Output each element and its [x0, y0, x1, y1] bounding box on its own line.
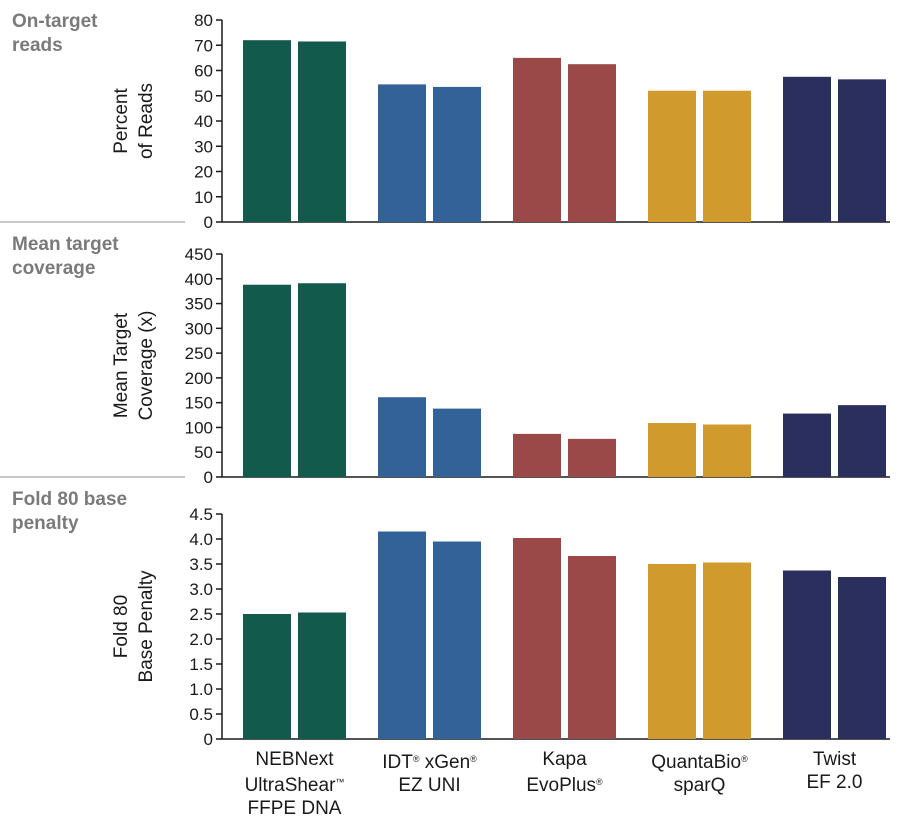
bar	[433, 86, 481, 222]
category-label-text: IDT	[382, 752, 413, 773]
y-tick-label: 10	[194, 188, 213, 207]
bar	[513, 433, 561, 477]
y-axis-label: Mean Target	[111, 312, 132, 418]
y-tick-label: 200	[185, 369, 213, 388]
bar	[433, 408, 481, 477]
bar	[378, 84, 426, 222]
panel-2-title: Mean target coverage	[12, 234, 119, 279]
y-tick-label: 30	[194, 137, 213, 156]
y-axis-label: Base Penalty	[136, 570, 157, 682]
bar	[648, 564, 696, 739]
y-tick-label: 150	[185, 394, 213, 413]
category-label-mark: ®	[412, 754, 420, 764]
category-label-mark: ®	[470, 754, 477, 764]
y-tick-label: 2.0	[189, 630, 213, 649]
category-label: Twist EF 2.0	[760, 748, 910, 794]
bar	[783, 413, 831, 477]
y-tick-label: 450	[185, 245, 213, 264]
panel-1-title: On-target reads	[12, 11, 98, 56]
bar	[513, 538, 561, 739]
bar	[568, 64, 616, 222]
y-tick-label: 40	[194, 112, 213, 131]
y-tick-label: 400	[185, 270, 213, 289]
y-tick-label: 60	[194, 62, 213, 81]
bar	[568, 556, 616, 739]
bar	[703, 562, 751, 739]
category-label-text: Kapa	[542, 749, 587, 770]
y-tick-label: 80	[194, 11, 213, 30]
y-tick-label: 300	[185, 319, 213, 338]
y-tick-label: 70	[194, 36, 213, 55]
y-tick-label: 50	[194, 443, 213, 462]
y-tick-label: 250	[185, 344, 213, 363]
category-label: Kapa EvoPlus®	[490, 748, 640, 797]
category-label-text: QuantaBio	[651, 752, 742, 773]
category-label: NEBNext UltraShear™ FFPE DNA	[220, 748, 370, 820]
category-label-text: xGen	[419, 752, 471, 773]
category-label-text: EF 2.0	[806, 772, 863, 793]
y-tick-label: 0	[204, 213, 213, 232]
y-tick-label: 3.0	[189, 580, 213, 599]
category-label-text: EZ UNI	[398, 775, 461, 796]
y-tick-label: 0	[204, 730, 213, 749]
y-axis-label: of Reads	[136, 83, 157, 159]
y-axis-label: Fold 80	[111, 595, 132, 658]
bar	[243, 40, 291, 223]
bar	[648, 422, 696, 477]
category-label-text: sparQ	[673, 775, 726, 796]
category-label-text: EvoPlus	[526, 775, 597, 796]
bar	[838, 577, 886, 739]
category-label-text: Twist	[812, 749, 857, 770]
y-axis-label: Percent	[111, 88, 132, 154]
y-tick-label: 3.5	[189, 555, 213, 574]
y-tick-label: 50	[194, 87, 213, 106]
bar	[703, 90, 751, 222]
y-tick-label: 100	[185, 418, 213, 437]
y-tick-label: 2.5	[189, 605, 213, 624]
y-tick-label: 20	[194, 163, 213, 182]
y-tick-label: 0	[204, 468, 213, 487]
bar	[838, 405, 886, 477]
bar	[298, 41, 346, 223]
bar	[703, 424, 751, 477]
bar	[838, 79, 886, 223]
category-label-mark: ®	[741, 754, 748, 764]
category-label: QuantaBio® sparQ	[625, 748, 775, 797]
bar	[433, 541, 481, 739]
bar	[298, 283, 346, 477]
bar	[783, 570, 831, 739]
y-tick-label: 4.5	[189, 505, 213, 524]
bar	[243, 614, 291, 739]
category-label-text: UltraShear	[244, 775, 336, 796]
y-tick-label: 350	[185, 295, 213, 314]
category-label-mark: ®	[596, 777, 603, 787]
category-label-text: NEBNext	[255, 749, 334, 770]
y-tick-label: 0.5	[189, 705, 213, 724]
category-label-mark: ™	[335, 777, 345, 787]
bar	[513, 57, 561, 222]
bar	[298, 612, 346, 739]
bar	[378, 397, 426, 477]
y-tick-label: 1.0	[189, 680, 213, 699]
bar	[378, 531, 426, 739]
y-axis-label: Coverage (x)	[136, 311, 157, 421]
bar	[243, 284, 291, 477]
bar	[783, 76, 831, 222]
y-tick-label: 1.5	[189, 655, 213, 674]
panel-3-title: Fold 80 base penalty	[12, 489, 128, 534]
bar	[568, 438, 616, 477]
y-tick-label: 4.0	[189, 530, 213, 549]
category-label: IDT® xGen® EZ UNI	[355, 748, 505, 797]
bar	[648, 90, 696, 222]
category-label-text: FFPE DNA	[247, 798, 342, 819]
